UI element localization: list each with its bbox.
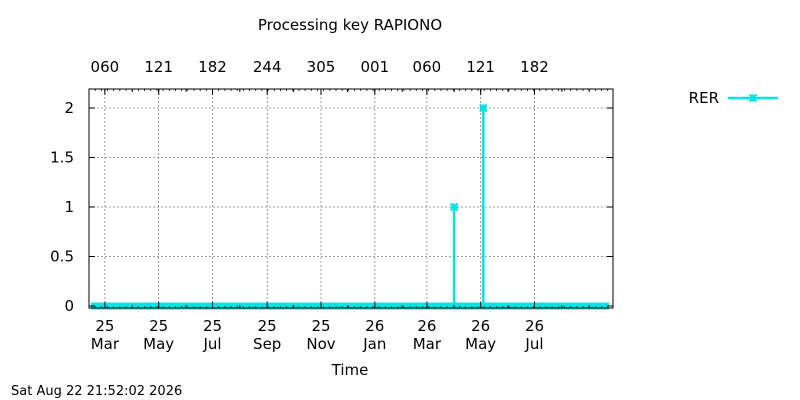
x-tick-label-month: May bbox=[143, 335, 174, 353]
x-tick-label-day: 26 bbox=[525, 317, 544, 335]
legend-swatch bbox=[728, 93, 778, 103]
x-tick-label-day: 25 bbox=[149, 317, 168, 335]
x-top-tick-label: 060 bbox=[91, 58, 120, 76]
x-tick-label-month: Nov bbox=[306, 335, 335, 353]
chart-title: Processing key RAPIONO bbox=[258, 16, 442, 34]
x-tick-label-day: 25 bbox=[258, 317, 277, 335]
x-top-tick-label: 001 bbox=[360, 58, 389, 76]
plot-frame bbox=[88, 88, 614, 309]
grid bbox=[89, 89, 613, 308]
x-tick-label-month: Mar bbox=[413, 335, 442, 353]
data-point bbox=[449, 202, 459, 212]
x-tick-label-day: 26 bbox=[471, 317, 490, 335]
legend-label: RER bbox=[689, 89, 719, 107]
x-top-tick-label: 121 bbox=[144, 58, 173, 76]
x-top-tick-label: 121 bbox=[466, 58, 495, 76]
x-top-tick-label: 060 bbox=[413, 58, 442, 76]
legend: RER bbox=[689, 89, 778, 107]
x-tick-label-month: May bbox=[465, 335, 496, 353]
x-tick-label-day: 25 bbox=[311, 317, 330, 335]
x-axis-label: Time bbox=[331, 361, 369, 379]
y-tick-label: 0.5 bbox=[50, 248, 74, 266]
data-point bbox=[479, 103, 488, 113]
x-tick-label-month: Jul bbox=[202, 335, 221, 353]
x-tick-label-month: Jan bbox=[362, 335, 386, 353]
ticks bbox=[89, 89, 613, 308]
y-tick-label: 2 bbox=[64, 99, 74, 117]
y-tick-label: 1 bbox=[64, 198, 74, 216]
x-tick-label-day: 25 bbox=[203, 317, 222, 335]
x-top-tick-label: 305 bbox=[307, 58, 336, 76]
y-tick-labels: 0 0.5 1 1.5 2 bbox=[50, 99, 74, 315]
x-top-tick-label: 182 bbox=[520, 58, 549, 76]
x-tick-label-month: Jul bbox=[524, 335, 543, 353]
x-top-tick-label: 182 bbox=[198, 58, 227, 76]
x-tick-label-day: 25 bbox=[95, 317, 114, 335]
y-tick-label: 1.5 bbox=[50, 149, 74, 167]
x-tick-label-month: Sep bbox=[253, 335, 281, 353]
series-layer bbox=[91, 103, 609, 310]
x-top-tick-label: 244 bbox=[253, 58, 282, 76]
legend-marker bbox=[748, 93, 758, 103]
y-tick-label: 0 bbox=[64, 297, 74, 315]
x-tick-label-month: Mar bbox=[91, 335, 120, 353]
x-bottom-tick-labels: 25Mar25May25Jul25Sep25Nov26Jan26Mar26May… bbox=[91, 317, 544, 353]
timestamp: Sat Aug 22 21:52:02 2026 bbox=[11, 384, 182, 399]
x-tick-label-day: 26 bbox=[365, 317, 384, 335]
x-top-tick-labels: 060 121 182 244 305 001 060 121 182 bbox=[91, 58, 549, 76]
x-tick-label-day: 26 bbox=[417, 317, 436, 335]
